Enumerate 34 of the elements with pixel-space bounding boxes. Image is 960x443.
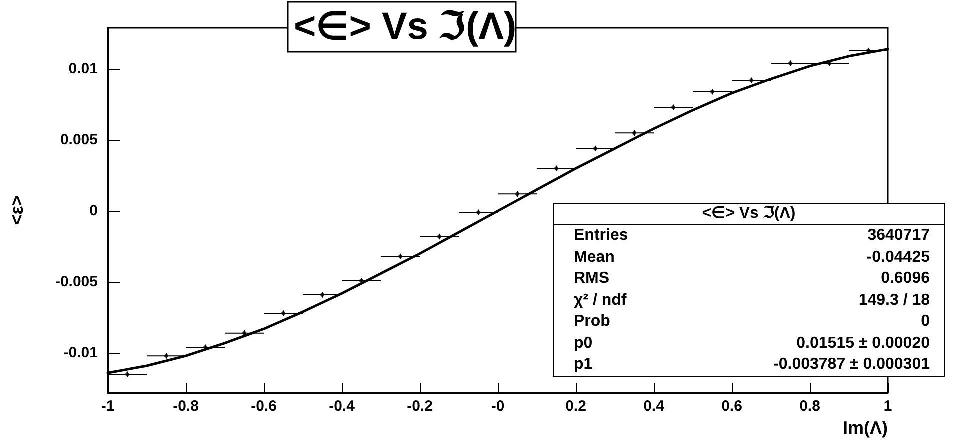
y-tick-label: 0.005 — [60, 132, 98, 149]
y-tick-label: -0.01 — [64, 344, 98, 362]
annotation: 149.3 / 18 — [858, 290, 930, 310]
annotation: Mean — [574, 248, 615, 268]
x-tick-label: -1 — [101, 398, 115, 415]
x-tick-label: 1 — [884, 398, 892, 415]
y-tick-label: -0.005 — [55, 274, 98, 291]
x-tick-label: -0 — [491, 398, 505, 415]
x-tick-label: -0.4 — [329, 398, 356, 415]
annotation: p1 — [574, 355, 593, 375]
annotation: <∈> Vs ℑ(Λ) — [554, 204, 944, 225]
annotation: 0.6096 — [881, 269, 930, 289]
x-tick-label: 0.6 — [722, 398, 742, 415]
annotation: χ² / ndf — [574, 290, 627, 310]
annotation: Entries — [574, 226, 628, 246]
x-tick-label: 0.2 — [566, 398, 586, 415]
x-tick-label: 0.8 — [800, 398, 820, 415]
annotation: Prob — [574, 312, 610, 332]
annotation: -0.003787 ± 0.000301 — [774, 355, 930, 375]
annotation: 0.01515 ± 0.00020 — [796, 334, 930, 354]
annotation: p0 — [574, 334, 593, 354]
x-tick-label: -0.8 — [173, 398, 199, 415]
x-tick-label: -0.6 — [251, 398, 277, 415]
x-tick-label: -0.2 — [407, 398, 433, 415]
annotation: RMS — [574, 269, 610, 289]
text: 0 — [921, 312, 930, 332]
annotation: 3640717 — [868, 226, 930, 246]
y-axis-title: <ε> — [7, 196, 27, 226]
y-tick-label: 0.01 — [68, 60, 98, 78]
chart-title: <∈> Vs ℑ(Λ) — [294, 6, 517, 48]
y-tick-label: 0 — [90, 202, 98, 220]
annotation: -0.04425 — [866, 248, 930, 268]
x-tick-label: 0.4 — [644, 398, 666, 415]
x-axis-title: Im(Λ) — [843, 418, 888, 438]
